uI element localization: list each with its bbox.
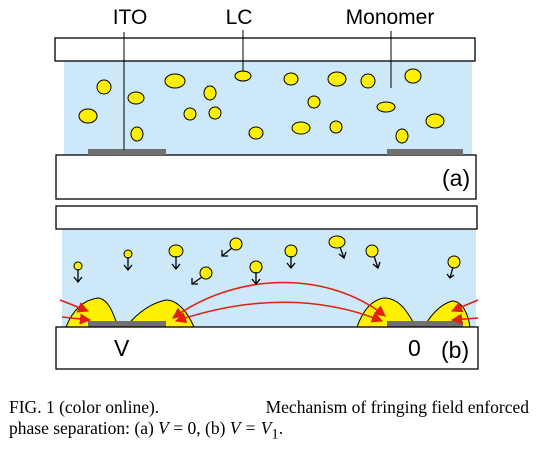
lc-droplet xyxy=(377,102,395,112)
voltage-left-label: V xyxy=(114,335,130,361)
caption-eq-zero: = 0 xyxy=(169,418,196,438)
caption-mid: , (b) xyxy=(196,418,230,438)
lc-droplet xyxy=(97,80,111,94)
bottom-glass-a xyxy=(56,155,476,199)
lc-droplet xyxy=(361,74,375,88)
panel-a: ITO LC Monomer (a) xyxy=(55,6,476,199)
ito-electrode-left-a xyxy=(88,149,166,155)
lc-droplet xyxy=(249,127,263,139)
lc-droplet xyxy=(308,96,320,108)
figure-caption: FIG. 1 (color online). Mechanism of frin… xyxy=(9,397,529,446)
lc-droplet xyxy=(405,69,421,83)
ito-label: ITO xyxy=(113,6,148,29)
panel-a-label: (a) xyxy=(442,165,470,191)
voltage-right-label: 0 xyxy=(408,335,421,361)
lc-droplet xyxy=(165,74,185,88)
lc-droplet xyxy=(184,108,196,120)
lc-droplet xyxy=(284,73,298,85)
caption-end: . xyxy=(279,418,283,438)
lc-droplet xyxy=(235,71,251,81)
panel-b-label: (b) xyxy=(441,337,469,363)
lc-droplet xyxy=(204,86,216,100)
caption-var-v: V xyxy=(158,418,169,438)
panel-b: V 0 (b) xyxy=(56,206,478,369)
caption-line-2: phase separation: (a) V = 0, (b) V = V1. xyxy=(9,418,529,446)
caption-sub-1: 1 xyxy=(271,427,278,443)
caption-figure-number: FIG. 1 (color online). xyxy=(9,397,159,418)
lc-droplet xyxy=(328,72,346,86)
monomer-region-b xyxy=(62,229,476,327)
lc-droplet xyxy=(79,109,97,123)
caption-line-1: FIG. 1 (color online). Mechanism of frin… xyxy=(9,397,529,418)
lc-droplet xyxy=(292,122,310,134)
lc-droplet xyxy=(128,92,144,104)
phase-separation-figure: ITO LC Monomer (a) xyxy=(0,0,537,395)
caption-prefix: phase separation: (a) xyxy=(9,418,158,438)
caption-var-v2: V xyxy=(230,418,240,438)
top-glass-a xyxy=(55,38,475,61)
ito-electrode-left-b xyxy=(88,321,166,327)
ito-electrode-right-b xyxy=(387,321,463,327)
lc-droplet xyxy=(209,107,221,119)
lc-droplet xyxy=(396,129,408,143)
lc-label: LC xyxy=(226,6,253,29)
monomer-label: Monomer xyxy=(346,6,435,29)
caption-eq-v1: = V xyxy=(240,418,271,438)
ito-electrode-right-a xyxy=(387,149,463,155)
lc-droplet xyxy=(131,127,143,141)
lc-droplet xyxy=(426,114,444,128)
caption-title: Mechanism of fringing field enforced xyxy=(266,397,529,418)
lc-droplet xyxy=(330,121,342,133)
top-glass-b xyxy=(56,206,477,229)
